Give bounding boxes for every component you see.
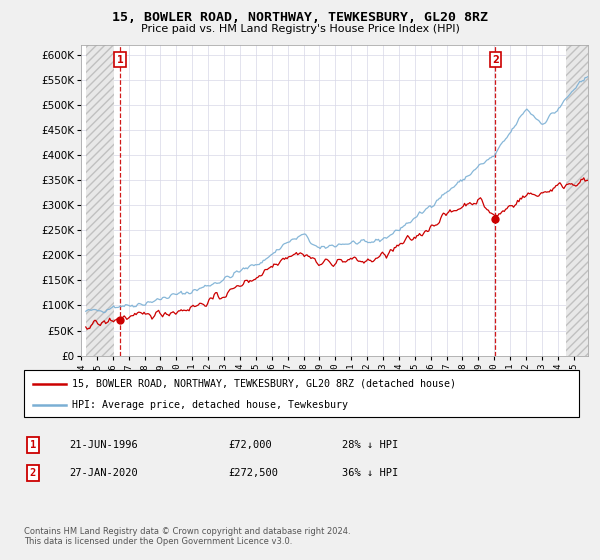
Text: 36% ↓ HPI: 36% ↓ HPI	[342, 468, 398, 478]
Text: £272,500: £272,500	[228, 468, 278, 478]
Text: 2: 2	[492, 55, 499, 65]
Text: Contains HM Land Registry data © Crown copyright and database right 2024.
This d: Contains HM Land Registry data © Crown c…	[24, 526, 350, 546]
Text: 1: 1	[117, 55, 124, 65]
Text: 21-JUN-1996: 21-JUN-1996	[69, 440, 138, 450]
Text: 28% ↓ HPI: 28% ↓ HPI	[342, 440, 398, 450]
Text: Price paid vs. HM Land Registry's House Price Index (HPI): Price paid vs. HM Land Registry's House …	[140, 24, 460, 34]
Text: 1: 1	[30, 440, 36, 450]
Text: 15, BOWLER ROAD, NORTHWAY, TEWKESBURY, GL20 8RZ: 15, BOWLER ROAD, NORTHWAY, TEWKESBURY, G…	[112, 11, 488, 24]
Text: 27-JAN-2020: 27-JAN-2020	[69, 468, 138, 478]
Text: 2: 2	[30, 468, 36, 478]
Text: HPI: Average price, detached house, Tewkesbury: HPI: Average price, detached house, Tewk…	[72, 400, 348, 410]
Text: 15, BOWLER ROAD, NORTHWAY, TEWKESBURY, GL20 8RZ (detached house): 15, BOWLER ROAD, NORTHWAY, TEWKESBURY, G…	[72, 379, 456, 389]
Text: £72,000: £72,000	[228, 440, 272, 450]
